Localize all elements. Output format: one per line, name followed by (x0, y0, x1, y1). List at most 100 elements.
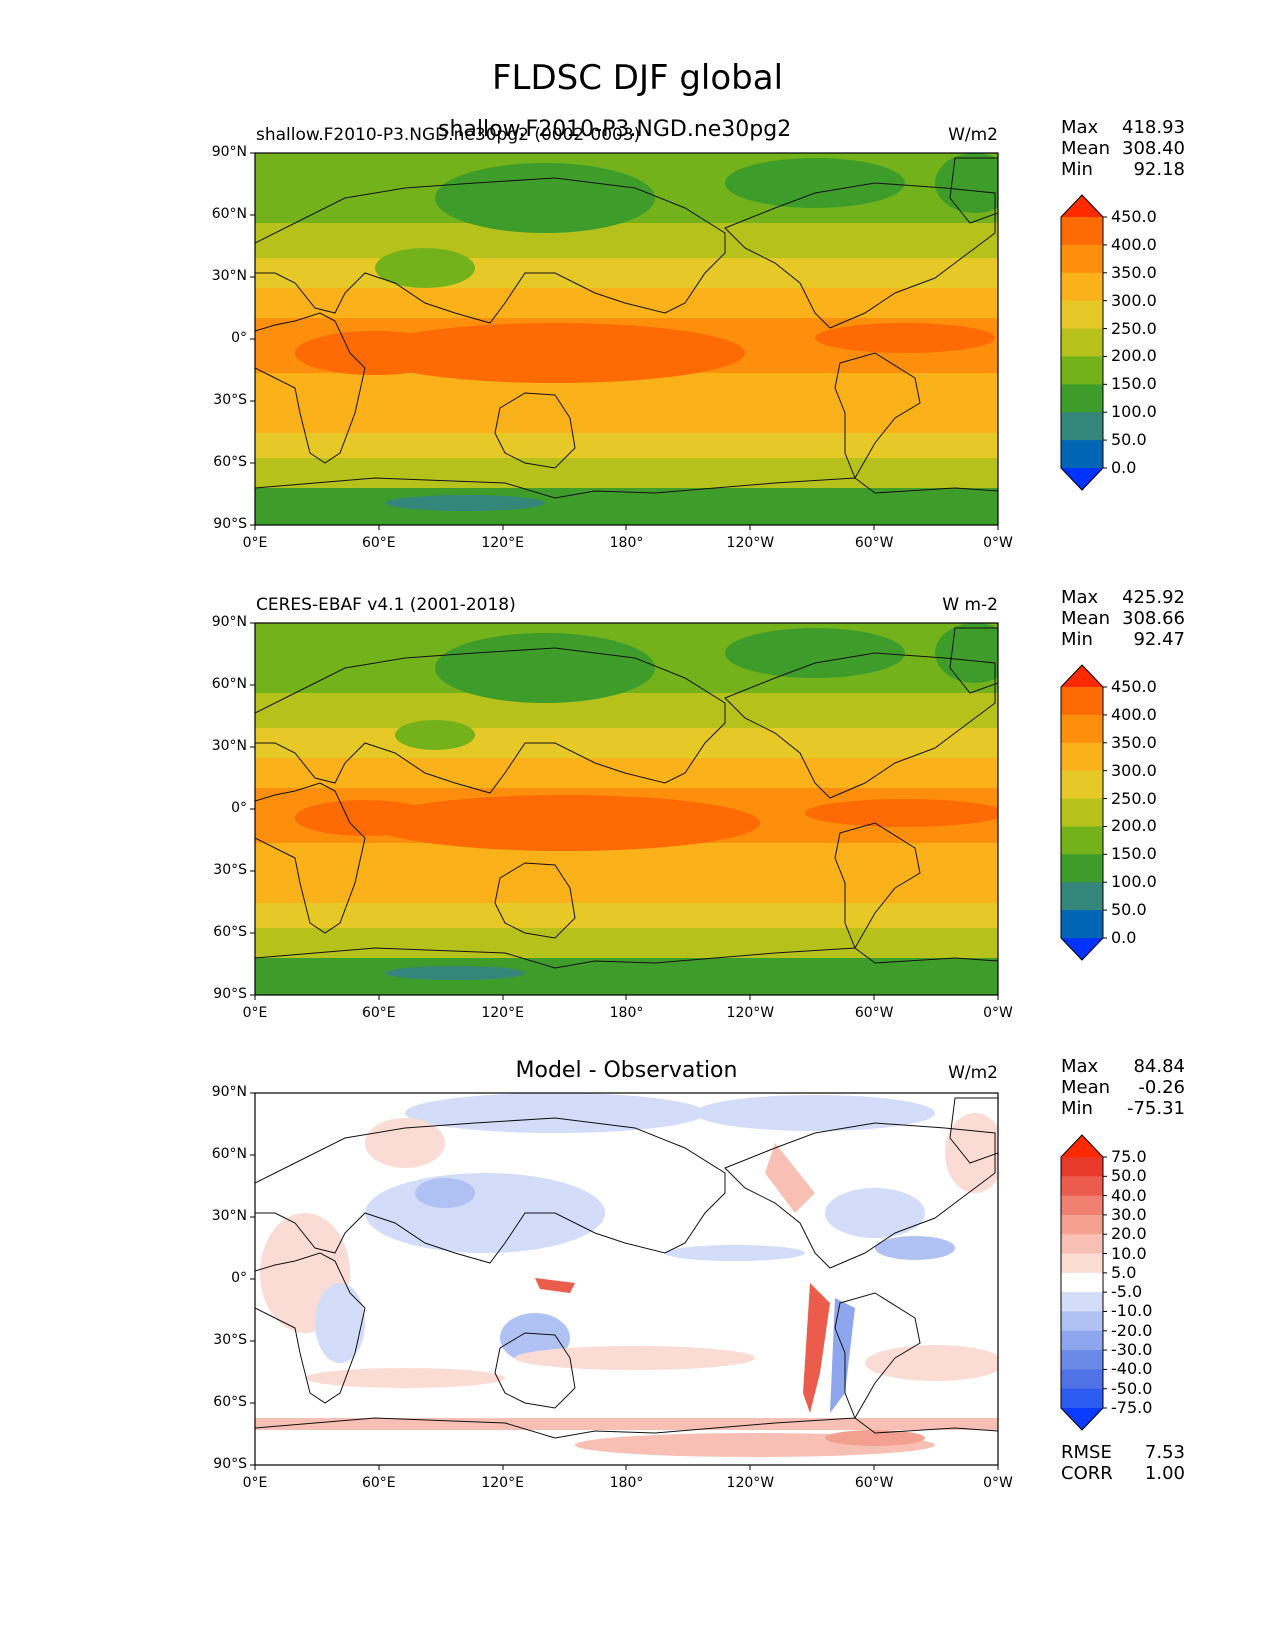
stat-value: 418.93 (1122, 117, 1185, 138)
lon-tick-label: 180° (609, 1475, 644, 1491)
lon-tick-label: 120°W (726, 1005, 775, 1021)
colorbar-segment (1061, 742, 1103, 772)
lon-tick-label: 0°W (983, 1475, 1013, 1491)
colorbar-level-label: 0.0 (1111, 928, 1137, 947)
colorbar-segment (1061, 1253, 1103, 1274)
stat-label: Mean (1061, 608, 1111, 629)
lon-tick-label: 0°W (983, 535, 1013, 551)
colorbar-segment (1061, 826, 1103, 855)
colorbar-level-label: 20.0 (1111, 1224, 1147, 1244)
colorbar-level-label: 400.0 (1111, 234, 1157, 254)
panel-obs-units: W m-2 (942, 595, 998, 615)
colorbar-segment (1061, 1292, 1103, 1312)
lat-tick-label: 60°N (211, 1146, 247, 1162)
lon-tick-label: 0°E (242, 1005, 268, 1021)
lon-tick-label: 0°E (242, 535, 268, 551)
stat-value: 308.40 (1122, 138, 1185, 159)
colorbar-level-label: 250.0 (1111, 788, 1157, 808)
lat-tick-label: 90°N (211, 144, 247, 160)
lon-tick-label: 120°E (481, 1005, 524, 1021)
colorbar-level-label: 0.0 (1111, 458, 1137, 477)
colorbar-level-label: 150.0 (1111, 374, 1157, 394)
stat-value: 7.53 (1144, 1442, 1185, 1463)
colorbar-level-label: -20.0 (1111, 1320, 1153, 1340)
colorbar-segment (1061, 1214, 1103, 1235)
lat-tick-label: 60°N (211, 206, 247, 222)
panel-model-units: W/m2 (948, 125, 998, 145)
lon-tick-label: 0°E (242, 1475, 268, 1491)
colorbar-level-label: -50.0 (1111, 1378, 1153, 1398)
colorbar-extend-bottom (1061, 468, 1103, 490)
colorbar-segment (1061, 356, 1103, 385)
stat-label: Min (1061, 159, 1093, 180)
colorbar-segment (1061, 1176, 1103, 1197)
colorbar-level-label: 100.0 (1111, 402, 1157, 422)
lat-tick-label: 60°S (213, 1394, 247, 1410)
colorbar-segment (1061, 854, 1103, 883)
stat-value: 92.18 (1133, 159, 1185, 180)
colorbar-level-label: 350.0 (1111, 262, 1157, 282)
colorbar-level-label: 50.0 (1111, 1166, 1147, 1186)
lat-tick-label: 90°N (211, 614, 247, 630)
colorbar-level-label: 300.0 (1111, 290, 1157, 310)
lat-tick-label: 0° (231, 330, 247, 346)
colorbar-level-label: 75.0 (1111, 1147, 1147, 1166)
stat-value: 425.92 (1122, 587, 1185, 608)
colorbar-level-label: 150.0 (1111, 844, 1157, 864)
stat-label: Max (1061, 587, 1099, 608)
colorbar-model (1060, 194, 1107, 491)
lon-tick-label: 60°W (854, 535, 894, 551)
colorbar-segment (1061, 217, 1103, 246)
colorbar-segment (1061, 910, 1103, 939)
colorbar-segment (1061, 1330, 1103, 1351)
stat-label: CORR (1061, 1463, 1113, 1484)
lon-tick-label: 60°E (361, 535, 396, 551)
colorbar-segment (1061, 244, 1103, 274)
lon-tick-label: 120°W (726, 1475, 775, 1491)
figure-title: FLDSC DJF global (491, 58, 784, 98)
lon-tick-label: 0°W (983, 1005, 1013, 1021)
lon-tick-label: 60°E (361, 1005, 396, 1021)
colorbar-level-label: 40.0 (1111, 1185, 1147, 1205)
panel-model-stats: Max 418.93 Mean 308.40 Min 92.18 (1061, 117, 1185, 180)
stat-label: Min (1061, 629, 1093, 650)
colorbar-segment (1061, 412, 1103, 441)
colorbar-segment (1061, 770, 1103, 800)
lat-tick-label: 60°S (213, 454, 247, 470)
colorbar-segment (1061, 1350, 1103, 1370)
lon-tick-label: 60°W (854, 1475, 894, 1491)
lon-tick-label: 60°W (854, 1005, 894, 1021)
lon-tick-label: 120°E (481, 1475, 524, 1491)
stat-label: Mean (1061, 138, 1111, 159)
colorbar-segment (1061, 1369, 1103, 1390)
colorbar-level-label: 50.0 (1111, 430, 1147, 450)
lon-tick-label: 120°E (481, 535, 524, 551)
colorbar-level-label: -30.0 (1111, 1340, 1153, 1360)
stat-label: RMSE (1061, 1442, 1112, 1463)
colorbar-level-label: 200.0 (1111, 346, 1157, 366)
colorbar-level-label: 5.0 (1111, 1262, 1137, 1282)
lat-tick-label: 30°S (213, 1332, 247, 1348)
colorbar-level-label: -40.0 (1111, 1359, 1153, 1379)
map-panel-model (254, 152, 999, 526)
colorbar-level-label: 10.0 (1111, 1243, 1147, 1263)
lon-tick-label: 60°E (361, 1475, 396, 1491)
colorbar-obs (1060, 664, 1107, 961)
colorbar-level-label: 250.0 (1111, 318, 1157, 338)
stat-value: 1.00 (1144, 1463, 1185, 1484)
lat-tick-label: 0° (231, 800, 247, 816)
colorbar-level-label: 100.0 (1111, 872, 1157, 892)
colorbar-segment (1061, 882, 1103, 911)
colorbar-segment (1061, 687, 1103, 716)
map-panel-diff (254, 1092, 999, 1466)
colorbar-level-label: 50.0 (1111, 900, 1147, 920)
colorbar-segment (1061, 1388, 1103, 1409)
colorbar-segment (1061, 714, 1103, 744)
panel-diff-stats: Max 84.84 Mean -0.26 Min -75.31 (1061, 1056, 1185, 1119)
lat-tick-label: 30°S (213, 862, 247, 878)
lat-tick-label: 0° (231, 1270, 247, 1286)
colorbar-segment (1061, 1157, 1103, 1177)
colorbar-segment (1061, 798, 1103, 827)
lat-tick-label: 30°S (213, 392, 247, 408)
colorbar-extend-top (1061, 665, 1103, 687)
